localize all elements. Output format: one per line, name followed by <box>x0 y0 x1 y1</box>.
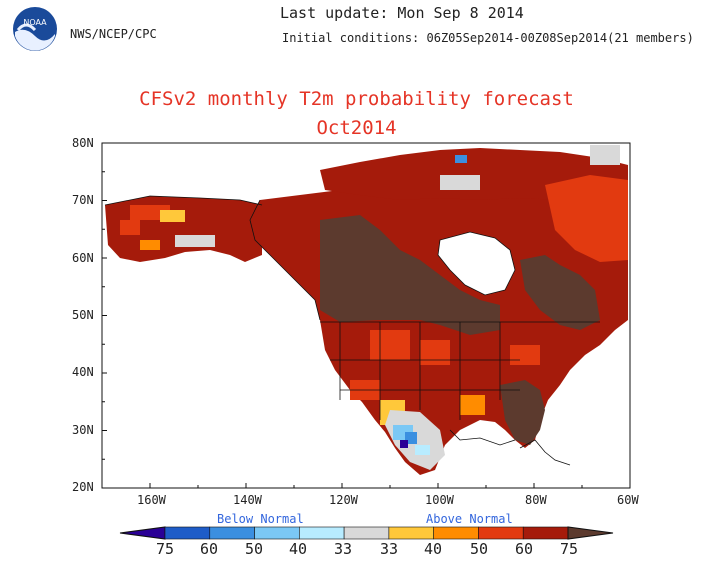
colorbar-tick-2: 50 <box>245 540 264 558</box>
brown-zone-southeast <box>500 380 545 445</box>
last-update-text: Last update: Mon Sep 8 2014 <box>280 4 524 22</box>
lon-label-60w: 60W <box>617 493 639 507</box>
colorbar-tick-9: 75 <box>560 540 579 558</box>
colorbar-tick-5: 33 <box>380 540 399 558</box>
colorbar-tick-6: 40 <box>424 540 443 558</box>
lon-label-140w: 140W <box>233 493 262 507</box>
lat-label-20n: 20N <box>72 480 94 494</box>
lat-label-50n: 50N <box>72 308 94 322</box>
lat-label-60n: 60N <box>72 251 94 265</box>
brown-zone-canada <box>320 215 500 335</box>
lat-label-70n: 70N <box>72 193 94 207</box>
greenland-landmass <box>545 175 628 262</box>
colorbar-tick-3: 40 <box>289 540 308 558</box>
colorbar-tick-8: 60 <box>515 540 534 558</box>
above-normal-label: Above Normal <box>426 512 513 526</box>
below-normal-label: Below Normal <box>217 512 304 526</box>
lat-label-80n: 80N <box>72 136 94 150</box>
lon-label-160w: 160W <box>137 493 166 507</box>
hudson-bay <box>438 232 515 295</box>
logo-text: NOAA <box>23 18 47 27</box>
lon-label-120w: 120W <box>329 493 358 507</box>
lon-label-100w: 100W <box>425 493 454 507</box>
map-title: CFSv2 monthly T2m probability forecast <box>139 88 574 110</box>
agency-label: NWS/NCEP/CPC <box>70 27 157 41</box>
colorbar-tick-4: 33 <box>334 540 353 558</box>
colorbar-tick-7: 50 <box>470 540 489 558</box>
initial-conditions-text: Initial conditions: 06Z05Sep2014-00Z08Se… <box>282 31 694 45</box>
lat-label-40n: 40N <box>72 365 94 379</box>
lon-label-80w: 80W <box>525 493 547 507</box>
brown-zone-quebec <box>520 255 600 330</box>
colorbar-tick-0: 75 <box>156 540 175 558</box>
noaa-logo: NOAA <box>13 7 57 51</box>
lat-label-30n: 30N <box>72 423 94 437</box>
map-subtitle: Oct2014 <box>316 117 397 139</box>
colorbar-tick-1: 60 <box>200 540 219 558</box>
